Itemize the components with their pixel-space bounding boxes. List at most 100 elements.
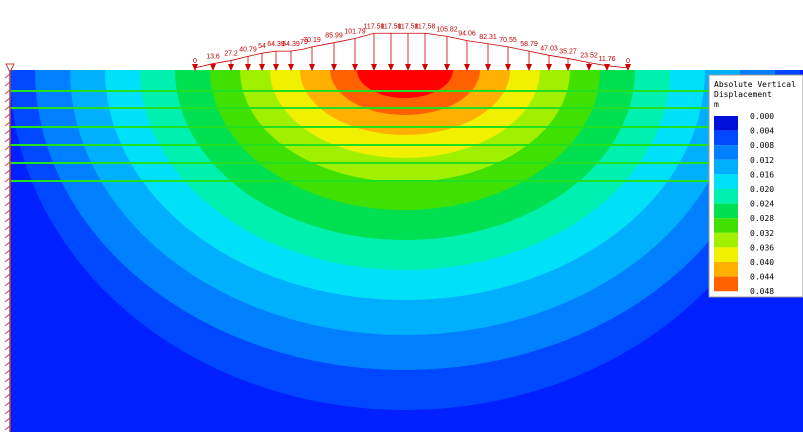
hatch-mark [4, 185, 11, 191]
load-arrowhead [228, 64, 234, 71]
legend-swatch [714, 130, 738, 146]
load-arrowhead [309, 64, 315, 71]
legend-swatch [714, 174, 738, 189]
load-label: 0 [626, 58, 630, 65]
hatch-mark [4, 105, 11, 111]
hatch-mark [4, 97, 11, 103]
hatch-mark [4, 249, 11, 255]
legend-label: 0.020 [750, 185, 774, 194]
load-label: 117.58 [398, 23, 419, 30]
load-arrowhead [526, 64, 532, 71]
legend-label: 0.000 [750, 112, 774, 121]
hatch-mark [4, 201, 11, 207]
load-arrowhead [505, 64, 511, 71]
hatch-mark [4, 353, 11, 359]
hatch-mark [4, 281, 11, 287]
hatch-mark [4, 177, 11, 183]
legend-unit: m [714, 100, 719, 109]
hatch-mark [4, 73, 11, 79]
hatch-mark [4, 193, 11, 199]
load-label: 70.55 [499, 37, 517, 44]
load-label: 82.31 [479, 34, 497, 41]
legend-label: 0.008 [750, 141, 774, 150]
load-arrowhead [464, 64, 470, 71]
load-label: 64.39 [267, 41, 285, 48]
load-arrowhead [331, 64, 337, 71]
hatch-mark [4, 425, 11, 431]
load-outline [194, 32, 629, 69]
legend-label: 0.044 [750, 273, 774, 282]
hatch-mark [4, 393, 11, 399]
legend-swatch [714, 247, 738, 262]
legend-label: 0.032 [750, 229, 774, 238]
hatch-mark [4, 273, 11, 279]
legend-swatch [714, 262, 738, 277]
legend-label: 0.016 [750, 170, 774, 179]
load-label: 13.6 [206, 54, 220, 61]
load-label: 105.82 [436, 26, 458, 33]
layer-lines [10, 90, 803, 182]
hatch-mark [4, 257, 11, 263]
legend-label: 0.040 [750, 258, 774, 267]
hatch-mark [4, 113, 11, 119]
load-label: 40.79 [239, 46, 257, 53]
load-arrowhead [288, 64, 294, 71]
load-label: 70.19 [303, 37, 321, 44]
hatch-mark [4, 409, 11, 415]
legend-title: Absolute Vertical [714, 80, 796, 89]
legend-label: 0.028 [750, 214, 774, 223]
hatch-mark [4, 169, 11, 175]
legend-label: 0.036 [750, 243, 774, 252]
boundary-hatch [4, 73, 11, 431]
load-label: 79 [300, 39, 308, 46]
load-arrowhead [546, 64, 552, 71]
load-arrowhead [405, 64, 411, 71]
load-arrowhead [352, 64, 358, 71]
hatch-mark [4, 241, 11, 247]
hatch-mark [4, 81, 11, 87]
hatch-mark [4, 161, 11, 167]
load-arrowhead [371, 64, 377, 71]
legend-swatch [714, 276, 738, 292]
load-label: 117.58 [364, 23, 385, 30]
legend-label: 0.024 [750, 200, 774, 209]
hatch-mark [4, 369, 11, 375]
hatch-mark [4, 233, 11, 239]
hatch-mark [4, 225, 11, 231]
load-label: 64.39 [282, 41, 300, 48]
load-arrowhead [210, 64, 216, 71]
load-label: 117.58 [415, 23, 436, 30]
hatch-mark [4, 345, 11, 351]
legend-swatch [714, 232, 738, 248]
hatch-mark [4, 417, 11, 423]
legend-swatch [714, 203, 738, 219]
hatch-mark [4, 305, 11, 311]
load-label: 117.58 [381, 23, 402, 30]
hatch-mark [4, 265, 11, 271]
hatch-mark [4, 209, 11, 215]
hatch-mark [4, 289, 11, 295]
support [5, 63, 15, 74]
hatch-mark [4, 297, 11, 303]
hatch-mark [4, 89, 11, 95]
hatch-mark [4, 361, 11, 367]
legend-title: Displacement [714, 90, 772, 99]
load-label: 0 [193, 58, 197, 65]
load-arrowhead [388, 64, 394, 71]
legend-swatch [714, 218, 738, 233]
load-arrowhead [245, 64, 251, 71]
load-arrowhead [273, 64, 279, 71]
legend-swatch [714, 159, 738, 175]
hatch-mark [4, 377, 11, 383]
legend-swatch [714, 116, 738, 131]
contour-band [383, 70, 427, 82]
hatch-mark [4, 217, 11, 223]
legend-swatch [714, 145, 738, 160]
load-arrowhead [259, 64, 265, 71]
legend-label: 0.004 [750, 127, 774, 136]
legend-label: 0.048 [750, 287, 774, 296]
load-label: 35.27 [559, 48, 577, 55]
